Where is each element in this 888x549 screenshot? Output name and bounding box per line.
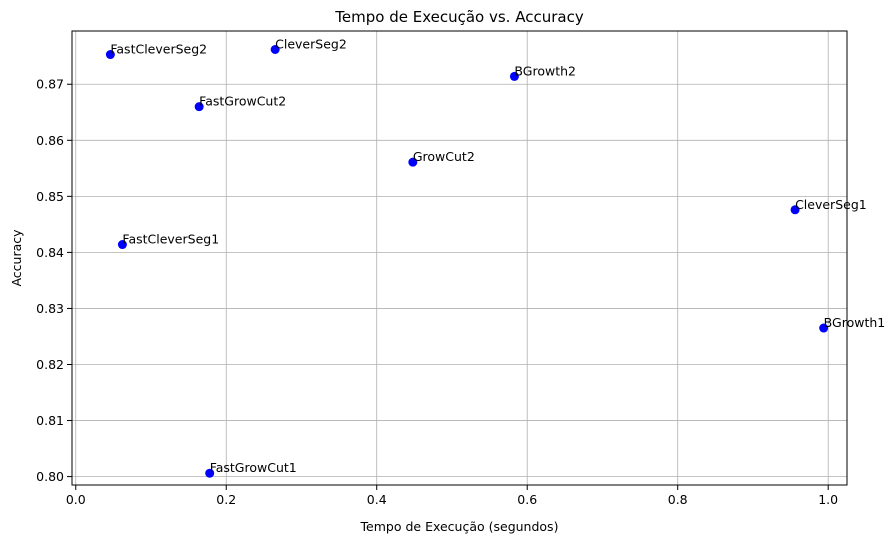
x-axis-label: Tempo de Execução (segundos) bbox=[360, 519, 559, 534]
y-tick-label: 0.84 bbox=[36, 245, 64, 260]
chart-title: Tempo de Execução vs. Accuracy bbox=[334, 8, 584, 26]
point-label: BGrowth1 bbox=[824, 315, 886, 330]
data-point bbox=[408, 157, 418, 167]
data-points bbox=[105, 44, 829, 478]
x-tick-label: 0.4 bbox=[367, 492, 387, 507]
data-point bbox=[117, 240, 127, 250]
y-tick-label: 0.81 bbox=[36, 413, 64, 428]
point-label: CleverSeg2 bbox=[275, 36, 347, 51]
data-point bbox=[270, 44, 280, 54]
y-tick-label: 0.83 bbox=[36, 301, 64, 316]
grid-lines bbox=[72, 31, 847, 485]
point-label: CleverSeg1 bbox=[795, 197, 867, 212]
plot-frame bbox=[71, 30, 848, 486]
data-point bbox=[194, 102, 204, 112]
x-tick-label: 0.2 bbox=[216, 492, 236, 507]
data-point bbox=[790, 205, 800, 215]
y-tick-label: 0.80 bbox=[36, 469, 64, 484]
point-label: FastCleverSeg1 bbox=[122, 232, 219, 247]
x-tick-label: 0.6 bbox=[517, 492, 537, 507]
point-label: FastCleverSeg2 bbox=[110, 42, 207, 57]
data-point bbox=[819, 323, 829, 333]
y-tick-label: 0.85 bbox=[36, 189, 64, 204]
data-point bbox=[509, 71, 519, 81]
point-label: GrowCut2 bbox=[413, 149, 475, 164]
axis-ticks: 0.0 0.2 0.4 0.6 0.8 1.0 0.80 0.81 0.82 0.83 0.84 0.… bbox=[36, 77, 838, 507]
x-tick-label: 0.0 bbox=[66, 492, 86, 507]
point-label: FastGrowCut1 bbox=[210, 460, 297, 475]
data-point bbox=[205, 468, 215, 478]
y-tick-label: 0.87 bbox=[36, 77, 64, 92]
y-axis-label: Accuracy bbox=[9, 229, 24, 287]
data-point bbox=[105, 50, 115, 60]
y-tick-label: 0.82 bbox=[36, 357, 64, 372]
point-label: BGrowth2 bbox=[514, 63, 576, 78]
y-tick-label: 0.86 bbox=[36, 133, 64, 148]
point-labels: FastCleverSeg2 CleverSeg2 BGrowth2 FastGrow… bbox=[110, 36, 885, 475]
x-tick-label: 0.8 bbox=[668, 492, 688, 507]
x-tick-label: 1.0 bbox=[818, 492, 838, 507]
point-label: FastGrowCut2 bbox=[199, 94, 286, 109]
